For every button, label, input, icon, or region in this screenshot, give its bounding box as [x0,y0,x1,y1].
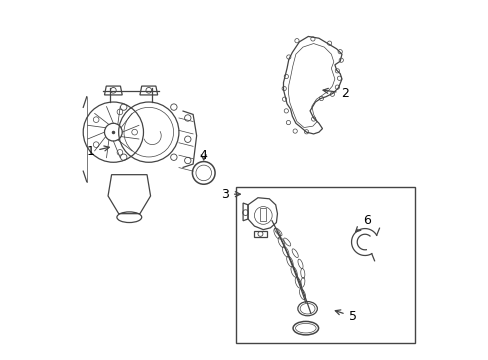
Bar [235,187,414,343]
Text: 3: 3 [221,188,240,201]
Text: 5: 5 [335,310,356,323]
Text: 2: 2 [323,87,349,100]
Text: 4: 4 [200,149,207,162]
Bar [259,208,265,221]
Text: 6: 6 [355,214,370,232]
Text: 1: 1 [86,145,109,158]
